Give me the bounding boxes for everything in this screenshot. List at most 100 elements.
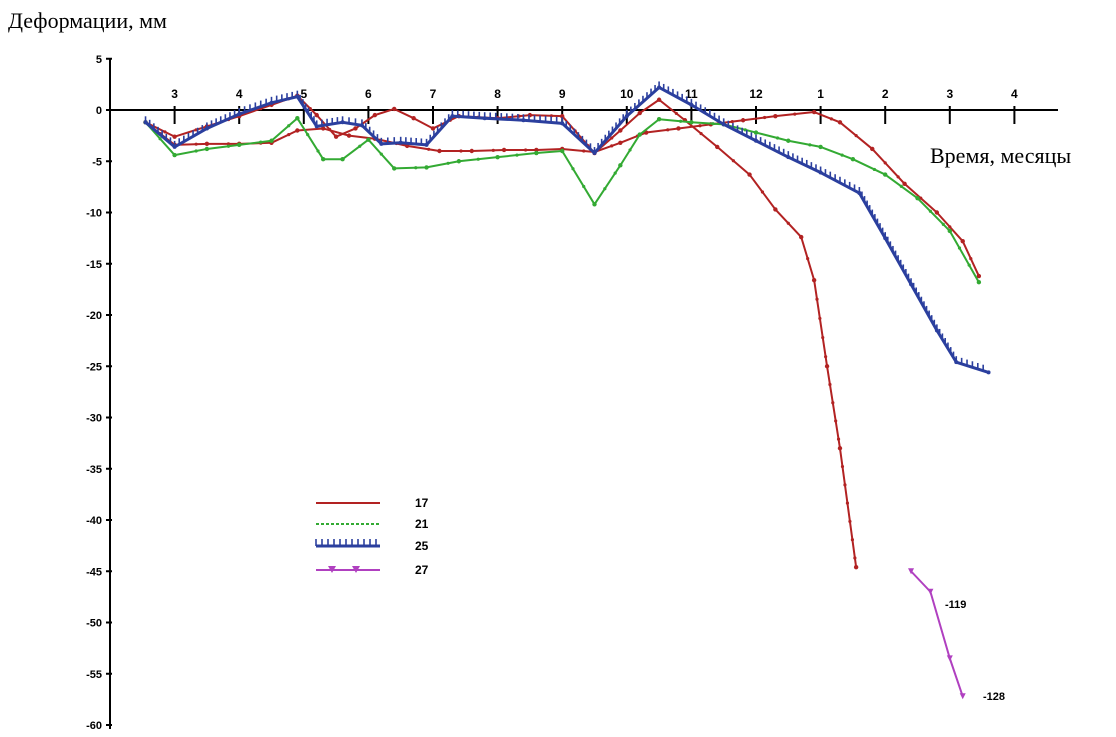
legend-label: 27 bbox=[415, 563, 429, 577]
data-point bbox=[379, 141, 384, 146]
series-line-17-0 bbox=[144, 111, 980, 277]
data-point bbox=[269, 100, 274, 105]
data-point bbox=[491, 148, 495, 152]
data-point bbox=[915, 195, 920, 201]
data-point bbox=[837, 446, 843, 451]
y-tick-label: -45 bbox=[86, 566, 102, 578]
data-point bbox=[899, 184, 903, 188]
data-point bbox=[698, 124, 702, 128]
data-point bbox=[941, 222, 945, 226]
data-point bbox=[959, 693, 966, 700]
x-tick-label: 7 bbox=[430, 87, 437, 101]
data-point bbox=[883, 172, 888, 177]
data-point bbox=[379, 152, 383, 156]
data-point bbox=[699, 131, 703, 136]
x-tick-label: 4 bbox=[236, 87, 243, 101]
data-point bbox=[437, 148, 442, 154]
data-point bbox=[603, 187, 607, 191]
data-point bbox=[811, 277, 817, 283]
data-point bbox=[883, 236, 888, 241]
data-point bbox=[818, 316, 822, 321]
data-point bbox=[320, 126, 326, 131]
data-point bbox=[158, 137, 162, 141]
data-point bbox=[624, 114, 629, 119]
legend-label: 21 bbox=[415, 517, 429, 531]
data-point bbox=[656, 97, 662, 102]
data-point bbox=[226, 144, 231, 148]
x-tick-label: 12 bbox=[749, 87, 763, 101]
data-point bbox=[476, 157, 480, 161]
data-point bbox=[346, 133, 352, 138]
data-point bbox=[853, 556, 857, 560]
data-point bbox=[818, 144, 823, 150]
annotation-label: -128 bbox=[983, 691, 1005, 703]
data-point bbox=[786, 221, 790, 225]
data-point bbox=[521, 118, 526, 123]
data-point bbox=[316, 149, 320, 153]
data-point bbox=[857, 191, 862, 196]
y-tick-label: 0 bbox=[96, 105, 102, 117]
data-point bbox=[204, 141, 210, 147]
data-point bbox=[815, 297, 819, 301]
x-tick-label: 4 bbox=[1011, 87, 1018, 101]
data-point bbox=[163, 130, 167, 134]
data-point bbox=[837, 120, 843, 125]
data-point bbox=[928, 209, 933, 213]
data-point bbox=[773, 207, 778, 212]
data-point bbox=[806, 257, 810, 261]
data-point bbox=[333, 134, 339, 139]
data-point bbox=[534, 147, 539, 153]
data-point bbox=[172, 152, 177, 158]
legend-label: 17 bbox=[415, 496, 429, 510]
data-point bbox=[967, 263, 971, 267]
data-point bbox=[799, 234, 804, 240]
data-point bbox=[818, 170, 823, 175]
data-point bbox=[172, 134, 177, 139]
data-point bbox=[427, 147, 431, 151]
y-axis-title: Деформации, мм bbox=[8, 8, 167, 33]
y-tick-label: -10 bbox=[86, 208, 102, 220]
data-point bbox=[824, 364, 830, 369]
data-point bbox=[269, 138, 274, 143]
data-point bbox=[610, 144, 614, 148]
data-point bbox=[560, 121, 565, 126]
data-point bbox=[450, 114, 455, 119]
data-point bbox=[909, 282, 914, 287]
data-point bbox=[534, 150, 539, 156]
data-point bbox=[392, 106, 397, 112]
y-tick-label: -50 bbox=[86, 618, 102, 630]
data-point bbox=[392, 166, 397, 171]
data-point bbox=[908, 568, 915, 575]
data-point bbox=[872, 167, 877, 172]
data-point bbox=[295, 94, 300, 99]
data-point bbox=[592, 202, 597, 207]
y-tick-label: 5 bbox=[96, 54, 102, 66]
data-point bbox=[571, 167, 575, 171]
data-point bbox=[853, 564, 859, 570]
data-point bbox=[927, 588, 934, 595]
data-point bbox=[828, 382, 832, 387]
data-point bbox=[773, 113, 778, 119]
data-point bbox=[834, 419, 838, 423]
data-point bbox=[954, 360, 959, 365]
data-point bbox=[194, 149, 198, 153]
data-point bbox=[560, 148, 565, 154]
data-point bbox=[845, 501, 850, 505]
data-point bbox=[721, 122, 726, 127]
data-point bbox=[237, 142, 242, 148]
data-point bbox=[610, 136, 614, 140]
data-point bbox=[340, 157, 345, 162]
data-point bbox=[674, 111, 678, 116]
data-point bbox=[657, 85, 662, 90]
data-point bbox=[711, 122, 715, 126]
data-point bbox=[618, 163, 623, 168]
data-point bbox=[883, 161, 887, 165]
data-point bbox=[372, 112, 378, 118]
data-point bbox=[843, 483, 847, 487]
x-tick-label: 9 bbox=[559, 87, 566, 101]
y-tick-label: -15 bbox=[86, 259, 102, 271]
x-tick-label: 10 bbox=[620, 87, 634, 101]
data-point bbox=[501, 147, 507, 153]
data-point bbox=[731, 159, 735, 163]
data-point bbox=[314, 112, 319, 118]
